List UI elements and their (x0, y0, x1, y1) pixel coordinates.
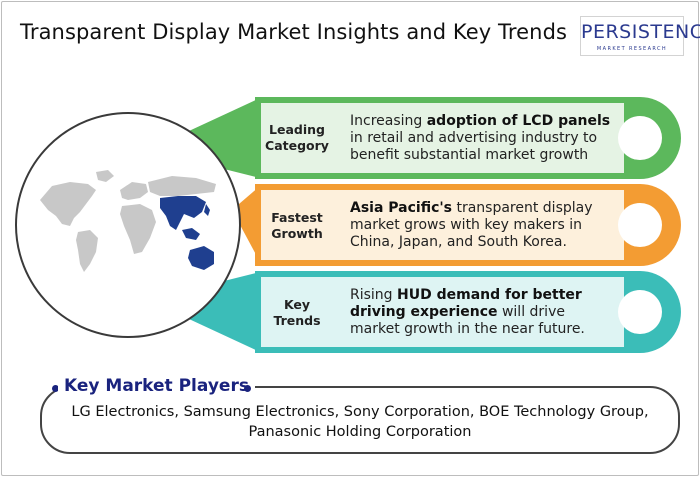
north-america-shape (40, 182, 96, 226)
card-2-description: Asia Pacific's transparent display marke… (350, 200, 612, 251)
south-america-shape (76, 230, 98, 272)
card-3-description: Rising HUD demand for better driving exp… (350, 287, 612, 338)
greenland-shape (96, 170, 114, 182)
key-players-list: LG Electronics, Samsung Electronics, Son… (71, 404, 649, 440)
logo-wordmark: PERSISTENCE (581, 21, 700, 43)
card-3-text-bold: HUD demand for better driving experience (350, 287, 582, 320)
north-asia-shape (148, 176, 216, 196)
card-3-circle (618, 290, 662, 334)
key-players-box (40, 386, 680, 454)
card-2-circle (618, 203, 662, 247)
key-players-title: Key Market Players (58, 376, 255, 396)
world-map-globe (15, 112, 241, 338)
key-players-left-dot (52, 385, 59, 392)
card-1-text-post: in retail and advertising industry to be… (350, 130, 598, 163)
card-3-text-post: will drive market growth in the near fut… (350, 304, 585, 337)
card-1-text-bold: adoption of LCD panels (426, 113, 611, 129)
southeast-asia-highlight (182, 228, 200, 240)
card-leading-category (148, 97, 681, 179)
card-3-category: Key Trends (273, 297, 321, 328)
card-1-category: Leading Category (265, 122, 329, 153)
card-3-panel (261, 277, 624, 347)
card-1-panel (261, 103, 624, 173)
card-3-text-pre: Rising (350, 287, 398, 303)
key-players-right-dot (244, 385, 251, 392)
japan-highlight (204, 204, 210, 216)
card-2-text-bold: Asia Pacific's (350, 200, 453, 216)
europe-shape (120, 182, 148, 200)
cards-and-globe-graphic (15, 97, 681, 353)
card-1-text-pre: Increasing (350, 113, 427, 129)
card-key-trends (148, 271, 681, 353)
australia-highlight (188, 246, 214, 270)
card-3-connector (148, 272, 260, 352)
card-fastest-growth (232, 184, 681, 266)
card-2-text-post: transparent display market grows with ke… (350, 200, 593, 250)
card-2-panel (261, 190, 624, 260)
card-1-connector (148, 98, 260, 178)
card-1-circle (618, 116, 662, 160)
asia-pacific-highlight (160, 196, 206, 230)
africa-shape (120, 204, 156, 254)
persistence-logo: PERSISTENCE MARKET RESEARCH (580, 16, 700, 56)
card-2-category: Fastest Growth (271, 210, 323, 241)
logo-tagline: MARKET RESEARCH (596, 46, 668, 52)
page-title: Transparent Display Market Insights and … (20, 20, 568, 44)
card-1-description: Increasing adoption of LCD panels in ret… (350, 113, 612, 164)
